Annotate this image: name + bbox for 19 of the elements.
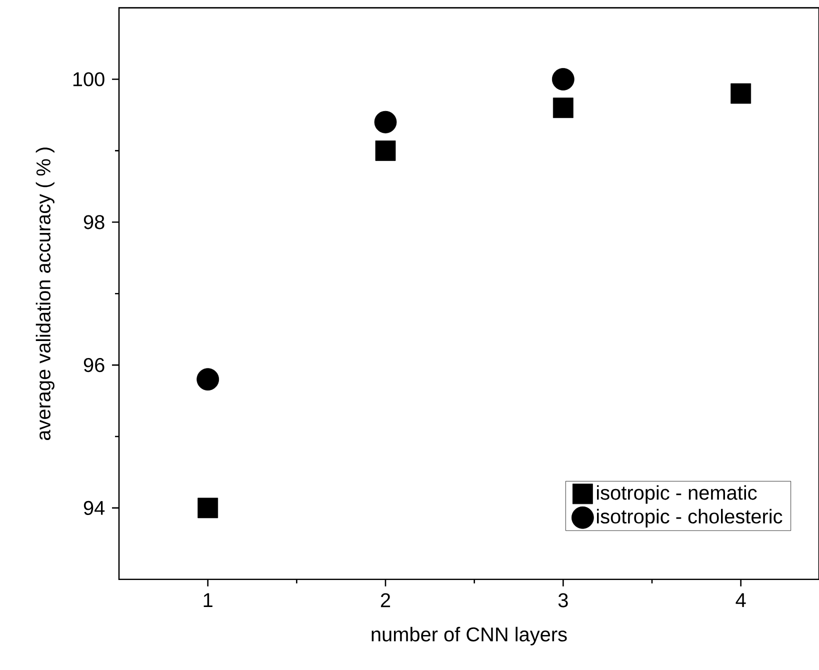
point bbox=[730, 83, 752, 104]
x-tick-label: 1 bbox=[204, 593, 212, 607]
x-tick-label: 3 bbox=[558, 593, 568, 608]
y-tick-label: 96 bbox=[84, 358, 104, 372]
point bbox=[198, 498, 218, 518]
y-tick-label: 100 bbox=[73, 72, 104, 86]
legend-label: isotropic - nematic bbox=[597, 485, 757, 504]
legend-label: isotropic - cholesteric bbox=[597, 508, 782, 528]
x-tick-label: 4 bbox=[736, 593, 746, 607]
point bbox=[196, 368, 220, 391]
point bbox=[374, 110, 397, 134]
point bbox=[552, 68, 574, 90]
point bbox=[375, 140, 396, 161]
y-axis-title: average validation accuracy ( % ) bbox=[36, 148, 54, 440]
x-axis-title: number of CNN layers bbox=[372, 626, 567, 646]
point bbox=[552, 98, 574, 118]
y-tick-label: 94 bbox=[84, 500, 105, 515]
x-tick-label: 2 bbox=[380, 593, 390, 608]
y-tick-label: 98 bbox=[84, 215, 104, 230]
